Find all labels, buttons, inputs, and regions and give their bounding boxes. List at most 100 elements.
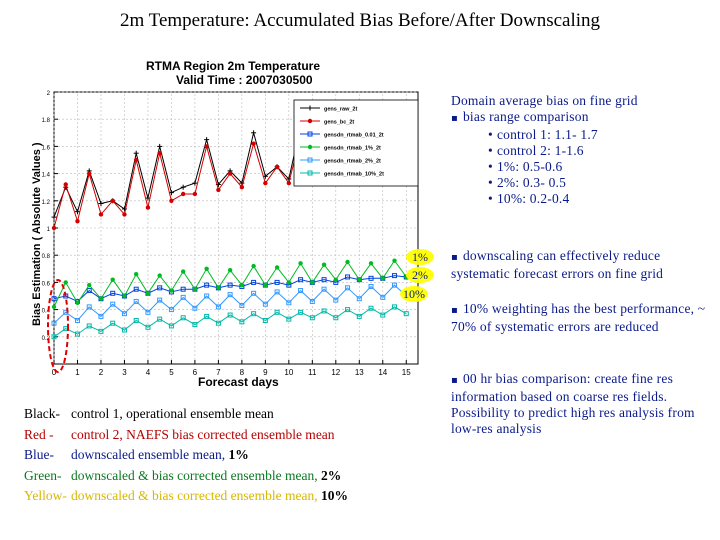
data-point [321, 262, 327, 267]
series-3 [51, 258, 409, 310]
data-point [121, 327, 127, 333]
y-tick-label: 0.4 [42, 309, 51, 315]
data-point [169, 288, 174, 293]
range-item: • control 2: 1-1.6 [488, 143, 584, 158]
data-point [204, 266, 209, 271]
data-point [368, 305, 374, 311]
data-point [392, 282, 398, 288]
x-tick-label: 8 [240, 368, 245, 377]
data-point [157, 297, 163, 303]
data-point [333, 315, 339, 321]
data-point [157, 151, 162, 156]
data-point [51, 334, 57, 340]
bullet-square-icon: ▪ [451, 305, 458, 316]
data-point [227, 312, 233, 318]
legend-swatch-marker [307, 144, 313, 150]
x-tick-label: 5 [169, 368, 174, 377]
data-point [286, 316, 292, 322]
data-point [133, 286, 139, 292]
data-point [274, 279, 280, 285]
data-point [180, 315, 186, 321]
data-point [392, 273, 398, 279]
data-point [204, 313, 210, 319]
data-point [251, 290, 257, 296]
data-point [192, 305, 198, 311]
data-point [51, 214, 57, 220]
series-line [53, 284, 407, 324]
data-point [227, 267, 233, 273]
chart-title: RTMA Region 2m Temperature [146, 59, 320, 73]
data-point [345, 307, 351, 313]
data-point [345, 259, 350, 265]
data-point [180, 269, 186, 274]
data-point [145, 309, 151, 315]
data-point [251, 141, 256, 146]
series-legend-text: Black-control 1, operational ensemble me… [24, 404, 348, 507]
data-point [251, 263, 256, 269]
domain-heading: Domain average bias on fine grid [451, 93, 638, 108]
x-tick-label: 4 [146, 368, 151, 377]
legend-line-red: Red - control 2, NAEFS bias corrected ens… [24, 426, 335, 442]
bullet-dot-icon: • [488, 159, 493, 174]
data-point [122, 212, 127, 217]
data-point [98, 313, 104, 319]
data-point [239, 185, 245, 190]
data-point [180, 294, 186, 300]
data-point [168, 323, 174, 329]
annotation-label: 1% [412, 250, 428, 264]
legend-swatch-marker [307, 118, 313, 124]
data-point [87, 171, 92, 176]
data-point [157, 273, 162, 278]
range-heading: bias range comparison [462, 109, 589, 124]
data-point [157, 143, 163, 149]
data-point [227, 171, 233, 176]
x-tick-label: 10 [284, 368, 293, 377]
data-point [63, 280, 68, 285]
legend-entry-label: gens_bc_2t [324, 120, 354, 126]
series-1 [51, 130, 409, 231]
data-point [227, 282, 233, 288]
data-point [262, 301, 268, 307]
data-point [321, 286, 327, 292]
legend-entry-label: gens_raw_2t [324, 107, 357, 113]
data-point [204, 282, 210, 288]
legend-entry-label: gensdn_rtmab_0.01_2t [324, 133, 384, 139]
x-tick-label: 0 [52, 368, 57, 377]
data-point [180, 191, 186, 197]
data-point [251, 311, 257, 317]
data-point [392, 258, 397, 263]
range-item: • 1%: 0.5-0.6 [488, 159, 563, 174]
data-point [192, 180, 198, 186]
notes-weighting: ▪ 10% weighting has the best performance,… [451, 301, 706, 334]
data-point [380, 312, 386, 318]
y-tick-label: 1.8 [42, 118, 51, 124]
x-tick-label: 6 [193, 368, 198, 377]
data-point [239, 282, 245, 288]
y-tick-label: 1.4 [42, 173, 51, 179]
data-point [192, 191, 198, 197]
annotation-highlight [400, 286, 428, 302]
data-point [145, 324, 151, 330]
x-tick-label: 11 [308, 368, 317, 377]
data-point [274, 309, 280, 315]
data-point [286, 180, 292, 186]
data-point [133, 317, 139, 323]
notes-downscaling: ▪ downscaling can effectively reduce syst… [451, 248, 664, 281]
x-tick-label: 1 [75, 368, 80, 377]
data-point [392, 304, 398, 310]
legend-swatch-marker [307, 105, 313, 111]
bullet-dot-icon: • [488, 143, 493, 158]
annotation-highlight [406, 249, 434, 265]
data-point [86, 304, 92, 310]
y-tick-label: 2 [47, 91, 51, 97]
data-point [110, 301, 116, 307]
data-point [357, 277, 362, 282]
x-tick-label: 9 [263, 368, 268, 377]
bullet-dot-icon: • [488, 191, 493, 206]
series-4 [51, 282, 409, 326]
data-point [380, 276, 385, 281]
data-point [215, 320, 221, 326]
data-point [251, 130, 257, 136]
data-point [345, 285, 351, 291]
data-point [98, 201, 104, 207]
